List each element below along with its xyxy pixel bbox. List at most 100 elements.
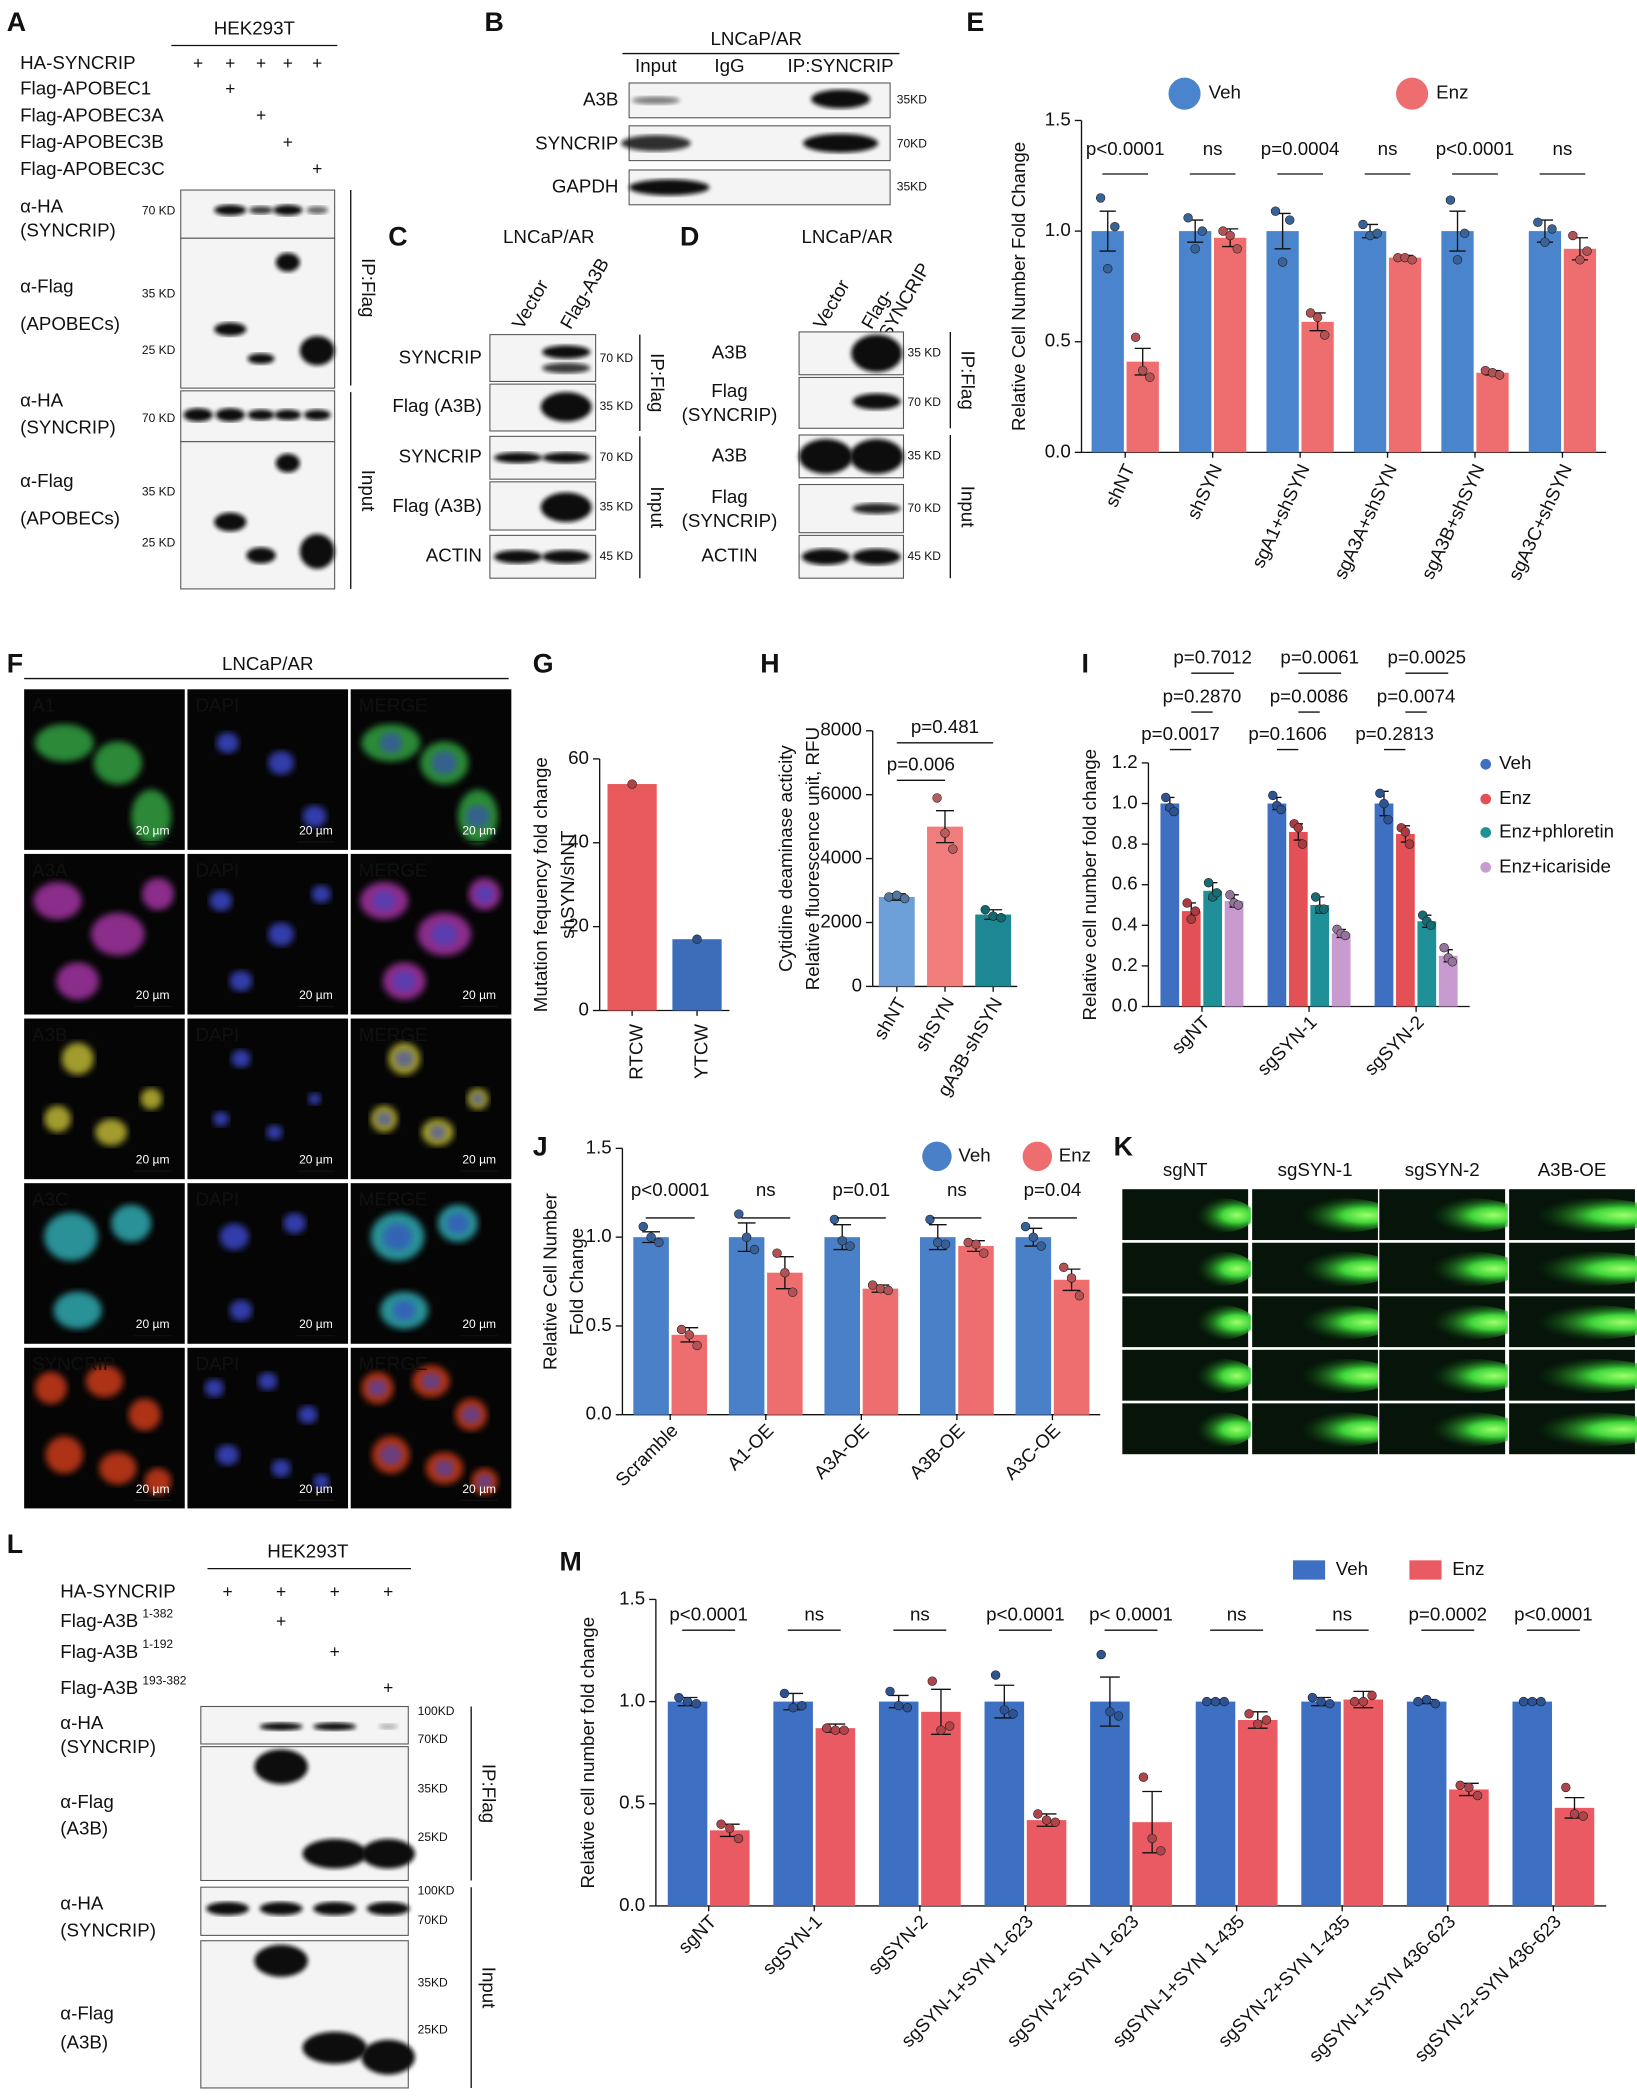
significance-label: p<0.0001 bbox=[669, 1603, 748, 1624]
data-point bbox=[1367, 1690, 1377, 1701]
y-tick-label: 0.5 bbox=[1045, 330, 1071, 351]
error-bar bbox=[1099, 210, 1116, 252]
legend-marker bbox=[1022, 1141, 1053, 1172]
bar bbox=[1563, 248, 1597, 453]
row-label: A3B bbox=[712, 341, 747, 362]
sign: + bbox=[223, 1581, 233, 1601]
row-label: Flag bbox=[711, 380, 747, 401]
significance-label: ns bbox=[1203, 138, 1223, 159]
scale-bar-label: 20 µm bbox=[136, 1317, 170, 1331]
data-point bbox=[676, 1324, 687, 1335]
band bbox=[259, 1722, 303, 1731]
row-label: Flag bbox=[711, 486, 747, 507]
bar bbox=[1406, 1701, 1447, 1906]
row-label: ACTIN bbox=[426, 545, 482, 566]
size-marker: 70 KD bbox=[908, 395, 942, 409]
data-point bbox=[1277, 257, 1288, 267]
cell bbox=[53, 1291, 102, 1330]
y-tick-label: 0.0 bbox=[586, 1403, 612, 1424]
data-point bbox=[1447, 957, 1458, 967]
data-point bbox=[1232, 244, 1242, 254]
data-point bbox=[1340, 930, 1350, 941]
band bbox=[313, 1722, 357, 1731]
cell-line: LNCaP/AR bbox=[802, 226, 894, 247]
data-point bbox=[927, 1676, 937, 1686]
band bbox=[274, 409, 302, 421]
panel-letter: D bbox=[680, 221, 699, 251]
bar bbox=[1353, 231, 1387, 453]
data-point bbox=[1430, 1698, 1441, 1709]
data-point bbox=[1540, 237, 1550, 247]
cell bbox=[33, 882, 82, 920]
bar bbox=[878, 1701, 919, 1906]
bar bbox=[1331, 933, 1351, 1007]
data-point bbox=[1297, 839, 1308, 849]
band bbox=[540, 492, 592, 522]
data-point bbox=[821, 1723, 832, 1733]
size-marker: 45 KD bbox=[908, 549, 942, 563]
y-tick-label: 40 bbox=[568, 831, 589, 852]
data-point bbox=[725, 1823, 735, 1833]
data-point bbox=[692, 934, 702, 944]
blot-strip bbox=[180, 237, 336, 389]
band bbox=[542, 345, 591, 359]
data-point bbox=[867, 1280, 878, 1290]
y-axis-label: Fold Change bbox=[566, 1228, 587, 1335]
bar bbox=[958, 1246, 994, 1415]
bar bbox=[1237, 1719, 1278, 1906]
data-point bbox=[734, 1209, 744, 1219]
size-marker: 100KD bbox=[418, 1704, 455, 1718]
scale-bar-label: 20 µm bbox=[299, 1482, 333, 1496]
data-point bbox=[1169, 806, 1179, 817]
comet bbox=[1184, 1358, 1255, 1394]
data-point bbox=[925, 1214, 935, 1225]
band bbox=[273, 204, 303, 216]
data-point bbox=[1020, 1221, 1031, 1232]
row-label: SYNCRIP bbox=[399, 446, 482, 467]
data-point bbox=[627, 779, 637, 789]
bar bbox=[1181, 911, 1201, 1007]
data-point bbox=[963, 1237, 973, 1248]
panel-letter: K bbox=[1114, 1131, 1134, 1161]
channel-label: DAPI bbox=[195, 859, 239, 880]
band bbox=[799, 439, 853, 474]
data-point bbox=[932, 793, 942, 803]
y-tick-label: 0.0 bbox=[1045, 440, 1071, 461]
panel-letter: G bbox=[533, 648, 554, 678]
sign: + bbox=[225, 53, 235, 73]
y-tick-label: 0.6 bbox=[1112, 873, 1138, 894]
y-tick-label: 1.0 bbox=[1112, 791, 1138, 812]
y-tick-label: 4000 bbox=[820, 847, 862, 868]
scale-bar-label: 20 µm bbox=[462, 1153, 496, 1167]
cell bbox=[45, 1436, 84, 1474]
micrograph bbox=[24, 1183, 185, 1344]
size-marker: 70 KD bbox=[600, 450, 634, 464]
y-tick-label: 0.8 bbox=[1112, 832, 1138, 853]
size-marker: 100KD bbox=[418, 1883, 455, 1897]
row-label: Flag (A3B) bbox=[392, 395, 481, 416]
bar bbox=[767, 1272, 803, 1415]
y-tick-label: 1.0 bbox=[1045, 219, 1071, 240]
size-marker: 35 KD bbox=[142, 287, 176, 301]
data-point bbox=[1113, 1711, 1124, 1721]
group-label: Input bbox=[957, 486, 978, 528]
data-point bbox=[1253, 1719, 1263, 1729]
treatment-label: HA-SYNCRIP bbox=[60, 1581, 175, 1602]
x-tick-label: shSYN bbox=[911, 994, 958, 1055]
y-axis-label: Relative Cell Number bbox=[539, 1193, 560, 1370]
data-point bbox=[772, 1248, 782, 1258]
bar bbox=[1288, 831, 1308, 1007]
size-marker: 70 KD bbox=[908, 501, 942, 515]
data-point bbox=[1008, 1709, 1018, 1719]
significance-label: p=0.0025 bbox=[1388, 646, 1467, 667]
comet bbox=[1511, 1251, 1637, 1287]
column-label: A3B-OE bbox=[1538, 1159, 1607, 1180]
significance-label: ns bbox=[1227, 1603, 1247, 1624]
data-point bbox=[1312, 312, 1323, 323]
lane-label: IP:SYNCRIP bbox=[788, 55, 894, 76]
cell bbox=[140, 1088, 162, 1110]
band bbox=[542, 452, 591, 464]
data-point bbox=[902, 1703, 913, 1713]
group-label: Input bbox=[647, 486, 668, 528]
